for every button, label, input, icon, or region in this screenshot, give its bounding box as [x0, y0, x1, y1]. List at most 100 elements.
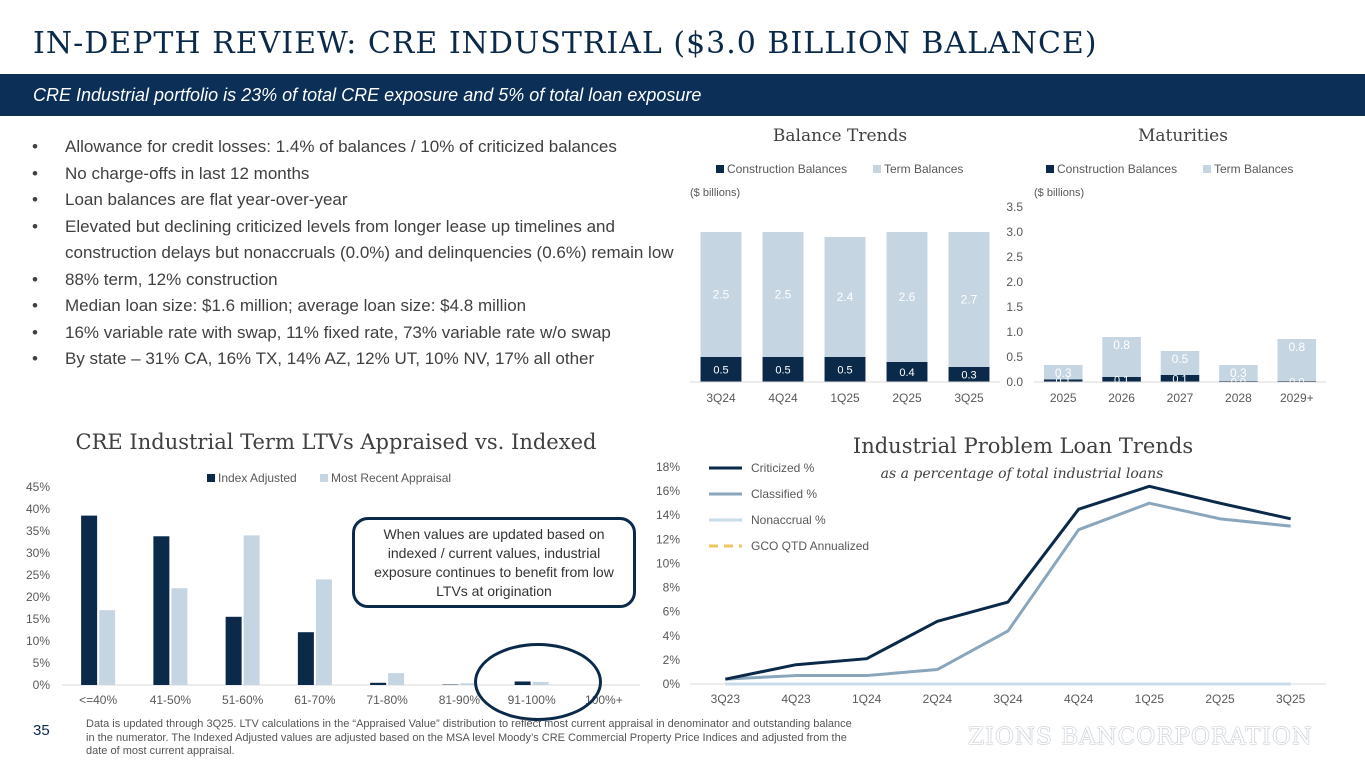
legend-label: Criticized % [751, 461, 815, 475]
series-line [725, 501, 1291, 681]
x-tick-label: 1Q25 [1135, 692, 1165, 706]
zions-logo: ZIONS BANCORPORATION [968, 724, 1313, 750]
series-line [725, 484, 1291, 681]
footnote: Data is updated through 3Q25. LTV calcul… [86, 718, 852, 757]
bullet-item: No charge-offs in last 12 months [30, 161, 680, 188]
bar-construction [700, 357, 742, 382]
bar-most-recent-appraisal [315, 579, 332, 685]
page-number: 35 [33, 722, 50, 739]
data-label: 2.7 [961, 293, 978, 307]
legend-label: Classified % [751, 487, 817, 501]
bar-index-adjusted [153, 536, 170, 685]
bar-term [1102, 337, 1141, 377]
data-label: 2.6 [899, 290, 916, 304]
data-label: 0.8 [1288, 340, 1305, 354]
bullet-item: By state – 31% CA, 16% TX, 14% AZ, 12% U… [30, 346, 680, 373]
x-tick-label: 3Q25 [954, 391, 984, 405]
x-tick-label: 71-80% [366, 693, 408, 707]
x-tick-label: 4Q23 [781, 692, 811, 706]
bullet-item: 16% variable rate with swap, 11% fixed r… [30, 320, 680, 347]
legend-swatch [1046, 165, 1054, 173]
bar-index-adjusted [297, 632, 314, 685]
bar-term [1160, 351, 1200, 375]
x-tick-label: 51-60% [222, 693, 264, 707]
bar-term [948, 232, 990, 367]
data-label: 2.4 [837, 290, 854, 304]
x-tick-label: 4Q24 [1064, 692, 1094, 706]
bar-term [1043, 365, 1083, 380]
x-tick-label: 2026 [1108, 391, 1135, 405]
bar-most-recent-appraisal [388, 673, 405, 685]
data-label: 0.1 [1114, 375, 1129, 387]
y-tick-label: 12% [656, 532, 680, 546]
balance-trends-chart: Balance Trends Construction Balances Term … [690, 126, 1023, 405]
x-tick-label: 1Q25 [830, 391, 860, 405]
bar-construction [762, 357, 804, 382]
y-tick-label: 15% [26, 612, 50, 626]
legend-swatch [1203, 165, 1211, 173]
data-label: 0.1 [1172, 374, 1187, 386]
bar-index-adjusted [81, 515, 98, 685]
y-tick-label: 0.5 [1006, 350, 1023, 364]
y-tick-label: 30% [26, 546, 50, 560]
legend-label: Index Adjusted [218, 471, 297, 485]
legend-label: Term Balances [1214, 162, 1293, 176]
bullet-item: Median loan size: $1.6 million; average … [30, 293, 680, 320]
x-tick-label: 2Q25 [892, 391, 922, 405]
x-tick-label: 2028 [1225, 391, 1252, 405]
y-tick-label: 2.5 [1006, 250, 1023, 264]
chart-title: Industrial Problem Loan Trends [853, 434, 1193, 458]
data-label: 2.5 [775, 288, 792, 302]
legend-swatch [873, 165, 881, 173]
bar-construction [1102, 377, 1141, 382]
data-label: 0.3 [1230, 366, 1247, 380]
ltv-callout: When values are updated based on indexed… [352, 517, 636, 608]
y-tick-label: 1.0 [1006, 325, 1023, 339]
x-tick-label: 2Q25 [1205, 692, 1235, 706]
bar-most-recent-appraisal [99, 610, 116, 685]
data-label: 0.4 [899, 367, 914, 379]
highlight-circle [474, 643, 602, 721]
bullet-item: Loan balances are flat year-over-year [30, 187, 680, 214]
bar-term [886, 232, 928, 362]
bar-term [1219, 365, 1258, 381]
legend-label: Construction Balances [1057, 162, 1177, 176]
y-tick-label: 0.0 [1006, 375, 1023, 389]
y-tick-label: 0% [33, 678, 51, 692]
bar-index-adjusted [370, 682, 387, 685]
bullet-list: Allowance for credit losses: 1.4% of bal… [30, 134, 680, 373]
problem-loans-chart: Industrial Problem Loan Trends as a perce… [656, 434, 1326, 706]
bar-construction [824, 357, 866, 382]
bar-term [824, 237, 866, 357]
data-label: 0.8 [1113, 338, 1130, 352]
data-label: 0.5 [1172, 352, 1189, 366]
x-tick-label: 81-90% [439, 693, 481, 707]
bullet-item: Elevated but declining criticized levels… [30, 214, 680, 267]
x-tick-label: 61-70% [294, 693, 336, 707]
y-tick-label: 3.5 [1006, 200, 1023, 214]
data-label: 2.5 [713, 288, 730, 302]
maturities-chart: Maturities Construction Balances Term Bala… [1034, 126, 1326, 405]
legend-label: GCO QTD Annualized [751, 539, 869, 553]
chart-title: CRE Industrial Term LTVs Appraised vs. I… [76, 430, 597, 454]
y-tick-label: 1.5 [1006, 300, 1023, 314]
y-tick-label: 45% [26, 480, 50, 494]
legend-label: Term Balances [884, 162, 963, 176]
bar-index-adjusted [225, 616, 242, 685]
y-tick-label: 35% [26, 524, 50, 538]
y-tick-label: 10% [656, 556, 680, 570]
x-tick-label: 3Q24 [993, 692, 1023, 706]
data-label: 0.5 [837, 365, 852, 377]
y-tick-label: 2.0 [1006, 275, 1023, 289]
bar-most-recent-appraisal [243, 535, 260, 685]
bar-most-recent-appraisal [171, 588, 188, 685]
data-label: 0.3 [1055, 366, 1072, 380]
x-tick-label: 3Q23 [711, 692, 741, 706]
x-tick-label: 4Q24 [768, 391, 798, 405]
x-tick-label: 2029+ [1280, 391, 1314, 405]
y-tick-label: 25% [26, 568, 50, 582]
bar-construction [886, 362, 928, 382]
chart-title: Maturities [1138, 126, 1228, 146]
bar-term [700, 232, 742, 357]
y-tick-label: 40% [26, 502, 50, 516]
